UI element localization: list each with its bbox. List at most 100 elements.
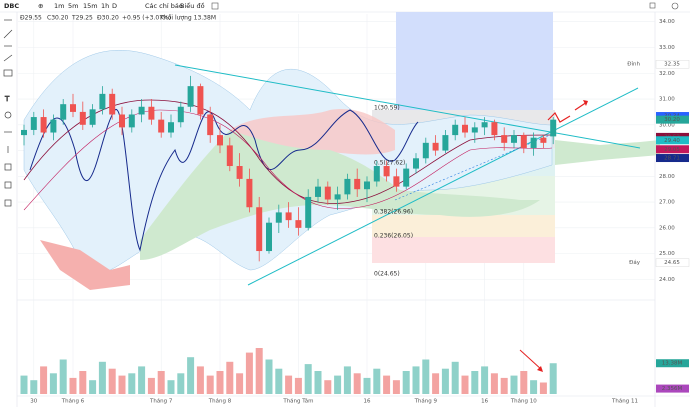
ohlc-legend: +0.95 (+3.07%) xyxy=(122,15,171,22)
candle-body xyxy=(70,104,76,112)
tool-icon[interactable] xyxy=(3,29,13,39)
candle-body xyxy=(540,137,547,143)
tool-icon[interactable] xyxy=(4,111,12,119)
tool-icon[interactable] xyxy=(3,54,13,62)
candle-body xyxy=(520,135,527,148)
x-tick-label: 16 xyxy=(364,399,371,405)
tool-icon[interactable] xyxy=(4,163,12,171)
interval[interactable]: 15m xyxy=(83,2,98,10)
candle-body xyxy=(119,114,125,128)
fib-label: 0(24.65) xyxy=(374,271,400,278)
template-icon[interactable] xyxy=(211,2,219,10)
fib-zone xyxy=(372,237,555,263)
candle-body xyxy=(530,137,537,148)
candle-body xyxy=(501,135,508,143)
add-symbol[interactable]: ⊕ xyxy=(38,2,43,10)
volume-label: 2.356M xyxy=(662,386,683,392)
volume-bar xyxy=(216,371,224,394)
candle-body xyxy=(334,194,341,200)
candle-body xyxy=(148,106,155,120)
volume-bar xyxy=(461,375,469,394)
candle-body xyxy=(50,119,57,133)
trendline xyxy=(247,87,639,286)
volume-bar xyxy=(412,366,420,394)
volume-bar xyxy=(314,371,322,394)
volume-bar xyxy=(304,364,312,394)
price-label-tag: Đỉnh xyxy=(627,61,640,68)
fib-label: 1(30.59) xyxy=(374,105,400,112)
price-label-box xyxy=(655,258,690,267)
tool-icon[interactable]: T xyxy=(4,95,11,104)
candle-body xyxy=(364,181,370,190)
y-tick-label: 32.00 xyxy=(659,71,675,77)
volume-bar xyxy=(353,373,361,394)
ohlc-legend: Đ30.20 xyxy=(97,15,119,22)
volume-legend: Khối lượng 13.38M xyxy=(160,15,216,22)
fib-label: 0.5(27.62) xyxy=(374,160,405,167)
tool-icon[interactable] xyxy=(3,69,13,77)
candle-body xyxy=(89,109,96,125)
tool-icon[interactable] xyxy=(4,181,12,189)
toolbar xyxy=(0,0,690,12)
x-tick-label: 30 xyxy=(30,399,37,405)
y-tick-label: 26.00 xyxy=(659,225,675,231)
volume-bar xyxy=(500,377,508,394)
trendline xyxy=(174,64,641,149)
volume-bar xyxy=(69,377,77,394)
candle-body xyxy=(207,114,214,136)
candle-body xyxy=(60,104,67,120)
volume-bar xyxy=(138,366,146,394)
candle-body xyxy=(138,106,145,115)
ohlc-legend: C30.20 xyxy=(47,15,69,22)
candle-body xyxy=(432,142,439,151)
interval[interactable]: 1h xyxy=(101,2,109,10)
chart-type-button[interactable]: Biểu đồ xyxy=(180,1,205,10)
candle-body xyxy=(315,186,321,197)
x-tick-label: 16 xyxy=(481,399,488,405)
volume-bar xyxy=(285,375,293,394)
volume-bar xyxy=(167,380,175,394)
interval[interactable]: 5m xyxy=(68,2,78,10)
y-tick-label: 28.00 xyxy=(659,174,675,180)
candle-body xyxy=(481,122,488,128)
candle-body xyxy=(197,86,204,115)
candle-body xyxy=(462,124,468,133)
price-label: 29.05 xyxy=(664,147,680,153)
y-tick-label: 34.00 xyxy=(659,19,675,25)
candle-body xyxy=(383,166,390,177)
y-tick-label: 33.00 xyxy=(659,45,675,51)
interval[interactable]: D xyxy=(112,2,117,10)
volume-bar xyxy=(539,382,547,394)
x-tick-label: Tháng 6 xyxy=(61,398,85,405)
fib-zone xyxy=(372,215,555,237)
volume-bar xyxy=(49,373,57,394)
candle-body xyxy=(344,178,351,195)
volume-bar xyxy=(128,373,136,394)
interval[interactable]: 1m xyxy=(54,2,64,10)
fib-label: 0.236(26.05) xyxy=(374,233,413,240)
candle-body xyxy=(511,135,517,143)
price-label: 32.35 xyxy=(664,62,680,68)
volume-label-box xyxy=(656,384,689,393)
fib-label: 0.382(26.96) xyxy=(374,209,413,216)
candle-body xyxy=(452,124,459,136)
candle-body xyxy=(305,196,312,228)
ichimoku-cloud xyxy=(40,240,130,290)
tool-icon[interactable] xyxy=(4,199,12,207)
settings-icon[interactable] xyxy=(671,2,679,10)
candle-body xyxy=(21,129,27,136)
candle-body xyxy=(187,86,194,107)
symbol[interactable]: DBC xyxy=(4,2,19,10)
volume-bar xyxy=(402,371,410,394)
indicators-button[interactable]: Các chỉ báo xyxy=(145,2,183,10)
candle-body xyxy=(168,122,174,133)
rsi-line xyxy=(29,109,419,252)
volume-bar xyxy=(363,377,371,394)
volume-bar xyxy=(481,366,489,394)
candle-body xyxy=(79,111,86,125)
candle-body xyxy=(266,222,272,252)
volume-bar xyxy=(118,375,126,394)
fullscreen-icon[interactable] xyxy=(649,2,656,9)
candle-body xyxy=(109,93,116,115)
arrow-head xyxy=(537,366,543,372)
